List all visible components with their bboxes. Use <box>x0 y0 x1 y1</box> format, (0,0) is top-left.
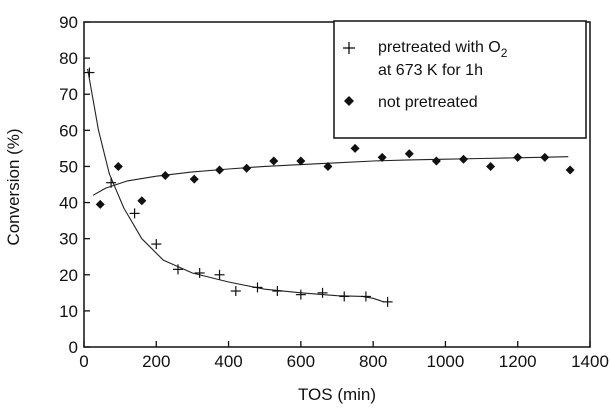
y-tick-label: 50 <box>59 157 78 176</box>
x-tick-label: 600 <box>287 352 315 371</box>
y-axis-label: Conversion (%) <box>4 128 23 245</box>
data-point-not-pretreated <box>96 200 105 209</box>
data-point-not-pretreated <box>114 162 123 171</box>
data-point-pretreated <box>195 268 205 278</box>
data-point-not-pretreated <box>486 162 495 171</box>
data-point-not-pretreated <box>190 175 199 184</box>
y-tick-label: 70 <box>59 85 78 104</box>
x-tick-label: 1200 <box>499 352 537 371</box>
data-point-pretreated <box>252 282 262 292</box>
x-axis-label: TOS (min) <box>298 385 376 404</box>
y-tick-label: 10 <box>59 302 78 321</box>
legend-label-pretreated-main: pretreated with O <box>378 39 501 56</box>
x-tick-label: 400 <box>214 352 242 371</box>
legend-label-not-pretreated: not pretreated <box>378 94 478 111</box>
y-tick-label: 30 <box>59 230 78 249</box>
data-point-pretreated <box>215 270 225 280</box>
y-tick-label: 20 <box>59 266 78 285</box>
data-point-pretreated <box>130 208 140 218</box>
data-point-not-pretreated <box>269 157 278 166</box>
data-point-not-pretreated <box>161 171 170 180</box>
x-tick-label: 0 <box>79 352 88 371</box>
y-tick-label: 90 <box>59 13 78 32</box>
x-tick-label: 1000 <box>427 352 465 371</box>
legend-label-pretreated-subscript: 2 <box>501 46 508 60</box>
data-point-not-pretreated <box>242 164 251 173</box>
data-point-pretreated <box>296 290 306 300</box>
data-point-pretreated <box>272 286 282 296</box>
data-point-pretreated <box>339 291 349 301</box>
data-point-not-pretreated <box>137 196 146 205</box>
data-point-not-pretreated <box>566 166 575 175</box>
data-point-pretreated <box>231 286 241 296</box>
y-tick-label: 60 <box>59 121 78 140</box>
data-point-not-pretreated <box>459 155 468 164</box>
data-point-pretreated <box>318 288 328 298</box>
data-point-pretreated <box>383 297 393 307</box>
data-point-pretreated <box>361 291 371 301</box>
data-point-pretreated <box>151 239 161 249</box>
x-tick-label: 800 <box>359 352 387 371</box>
y-tick-label: 80 <box>59 49 78 68</box>
data-point-not-pretreated <box>405 149 414 158</box>
x-tick-label: 200 <box>142 352 170 371</box>
legend-label-pretreated-line2: at 673 K for 1h <box>378 62 483 79</box>
y-tick-label: 40 <box>59 194 78 213</box>
data-point-pretreated <box>84 68 94 78</box>
x-tick-label: 1400 <box>571 352 609 371</box>
data-point-not-pretreated <box>513 153 522 162</box>
data-point-not-pretreated <box>351 144 360 153</box>
y-tick-label: 0 <box>69 338 78 357</box>
data-point-pretreated <box>173 264 183 274</box>
data-point-not-pretreated <box>215 166 224 175</box>
legend: pretreated with O2 at 673 K for 1h not p… <box>334 21 586 138</box>
data-point-not-pretreated <box>540 153 549 162</box>
data-point-not-pretreated <box>432 157 441 166</box>
